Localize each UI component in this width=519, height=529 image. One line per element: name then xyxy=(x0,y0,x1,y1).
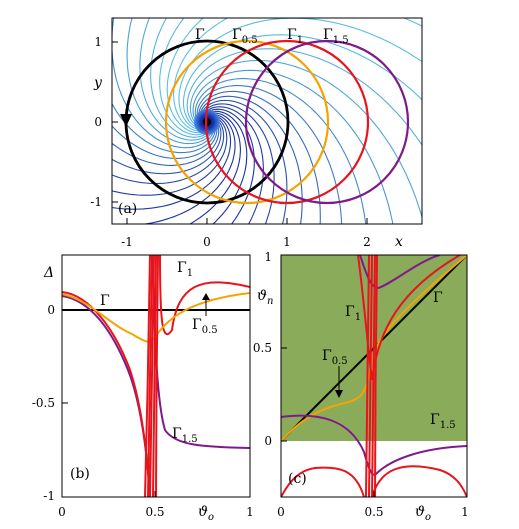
field-line xyxy=(198,90,321,224)
field-line xyxy=(139,18,213,141)
red-oscillation-band xyxy=(365,255,378,497)
field-line xyxy=(141,113,236,224)
label-gamma-1-5: Γ1.5 xyxy=(323,27,349,46)
curve-gamma-1 xyxy=(281,255,467,497)
field-line xyxy=(203,110,248,224)
label-gamma-1-5: Γ1.5 xyxy=(430,412,456,431)
label-gamma-0-5: Γ0.5 xyxy=(192,317,218,336)
field-line xyxy=(196,85,343,224)
field-line xyxy=(194,78,367,224)
field-line xyxy=(112,118,218,159)
y-tick-label: 0.5 xyxy=(253,341,272,355)
label-gamma: Γ xyxy=(195,27,205,43)
field-line xyxy=(199,95,303,224)
label-gamma: Γ xyxy=(100,293,110,309)
panel-b: 0 0.5 1 0 -0.5 -1 Δ ϑo (b) Γ Γ1 Γ0.5 Γ1.… xyxy=(32,254,254,523)
field-line xyxy=(178,18,422,131)
red-oscillation-band xyxy=(144,255,159,497)
orientation-arrow xyxy=(120,114,132,127)
field-line xyxy=(150,18,212,138)
panel-tag: (b) xyxy=(70,466,90,482)
x-tick-label: -1 xyxy=(121,235,133,249)
label-gamma-1: Γ1 xyxy=(177,260,193,279)
label-gamma: Γ xyxy=(433,290,443,306)
y-axis-label: y xyxy=(93,75,103,91)
x-axis-label: ϑo xyxy=(198,504,214,523)
y-axis-label: Δ xyxy=(43,265,54,281)
field-line xyxy=(186,48,422,147)
circle-gamma-1-5 xyxy=(244,39,410,205)
annotation-arrowhead xyxy=(202,293,210,300)
field-line xyxy=(189,112,241,224)
label-gamma-1-5: Γ1.5 xyxy=(172,426,198,445)
x-tick-label: 2 xyxy=(363,235,371,249)
field-line xyxy=(126,18,214,145)
field-line xyxy=(200,99,288,224)
field-line xyxy=(112,117,222,175)
y-tick-label: -0.5 xyxy=(32,396,55,410)
field-line xyxy=(112,102,216,154)
y-tick-label: 0 xyxy=(47,303,55,317)
x-tick-label: 0.5 xyxy=(145,505,164,519)
y-tick-label: 0 xyxy=(264,434,272,448)
label-gamma-0-5: Γ0.5 xyxy=(322,348,348,367)
x-tick-label: 0 xyxy=(203,235,211,249)
field-line xyxy=(112,115,232,210)
field-line xyxy=(112,118,220,166)
label-gamma-1: Γ1 xyxy=(345,304,361,323)
x-tick-label: 0 xyxy=(277,505,285,519)
panel-tag: (a) xyxy=(118,201,137,217)
y-tick-label: -1 xyxy=(43,489,55,503)
panel-a-frame xyxy=(111,17,423,225)
panel-a: -1 0 1 2 1 0 -1 x y (a) Γ Γ0.5 Γ1 Γ1.5 xyxy=(90,17,423,250)
field-line xyxy=(202,106,264,224)
field-line xyxy=(112,116,225,185)
annotation-arrowhead xyxy=(335,390,343,398)
x-tick-label: 0 xyxy=(58,505,66,519)
panel-b-frame xyxy=(61,254,251,498)
field-line xyxy=(173,18,422,132)
x-tick-label: 1 xyxy=(461,505,469,519)
y-tick-label: 1 xyxy=(94,35,102,49)
circle-gamma-0-5 xyxy=(164,39,330,205)
label-gamma-1: Γ1 xyxy=(287,27,303,46)
y-tick-label: 1 xyxy=(264,250,272,264)
y-tick-label: -1 xyxy=(90,195,102,209)
field-line xyxy=(112,116,228,196)
panel-tag: (c) xyxy=(288,471,307,487)
x-axis-label: x xyxy=(395,234,403,250)
circle-gamma-1 xyxy=(204,39,370,205)
y-tick-label: 0 xyxy=(94,115,102,129)
y-axis-label: ϑn xyxy=(257,288,273,307)
x-tick-label: 1 xyxy=(283,235,291,249)
panel-c: 0 0.5 1 1 0.5 0 ϑn ϑo (c) Γ Γ1 Γ0.5 Γ1.5 xyxy=(253,250,469,523)
x-tick-label: 0.5 xyxy=(364,505,383,519)
spiral-field-lines xyxy=(112,18,422,224)
field-line xyxy=(192,69,394,224)
field-line xyxy=(159,18,212,136)
label-gamma-0-5: Γ0.5 xyxy=(232,27,258,46)
x-axis-label: ϑo xyxy=(415,504,431,523)
field-line xyxy=(201,103,275,224)
x-tick-label: 1 xyxy=(246,505,254,519)
field-line xyxy=(166,18,211,134)
